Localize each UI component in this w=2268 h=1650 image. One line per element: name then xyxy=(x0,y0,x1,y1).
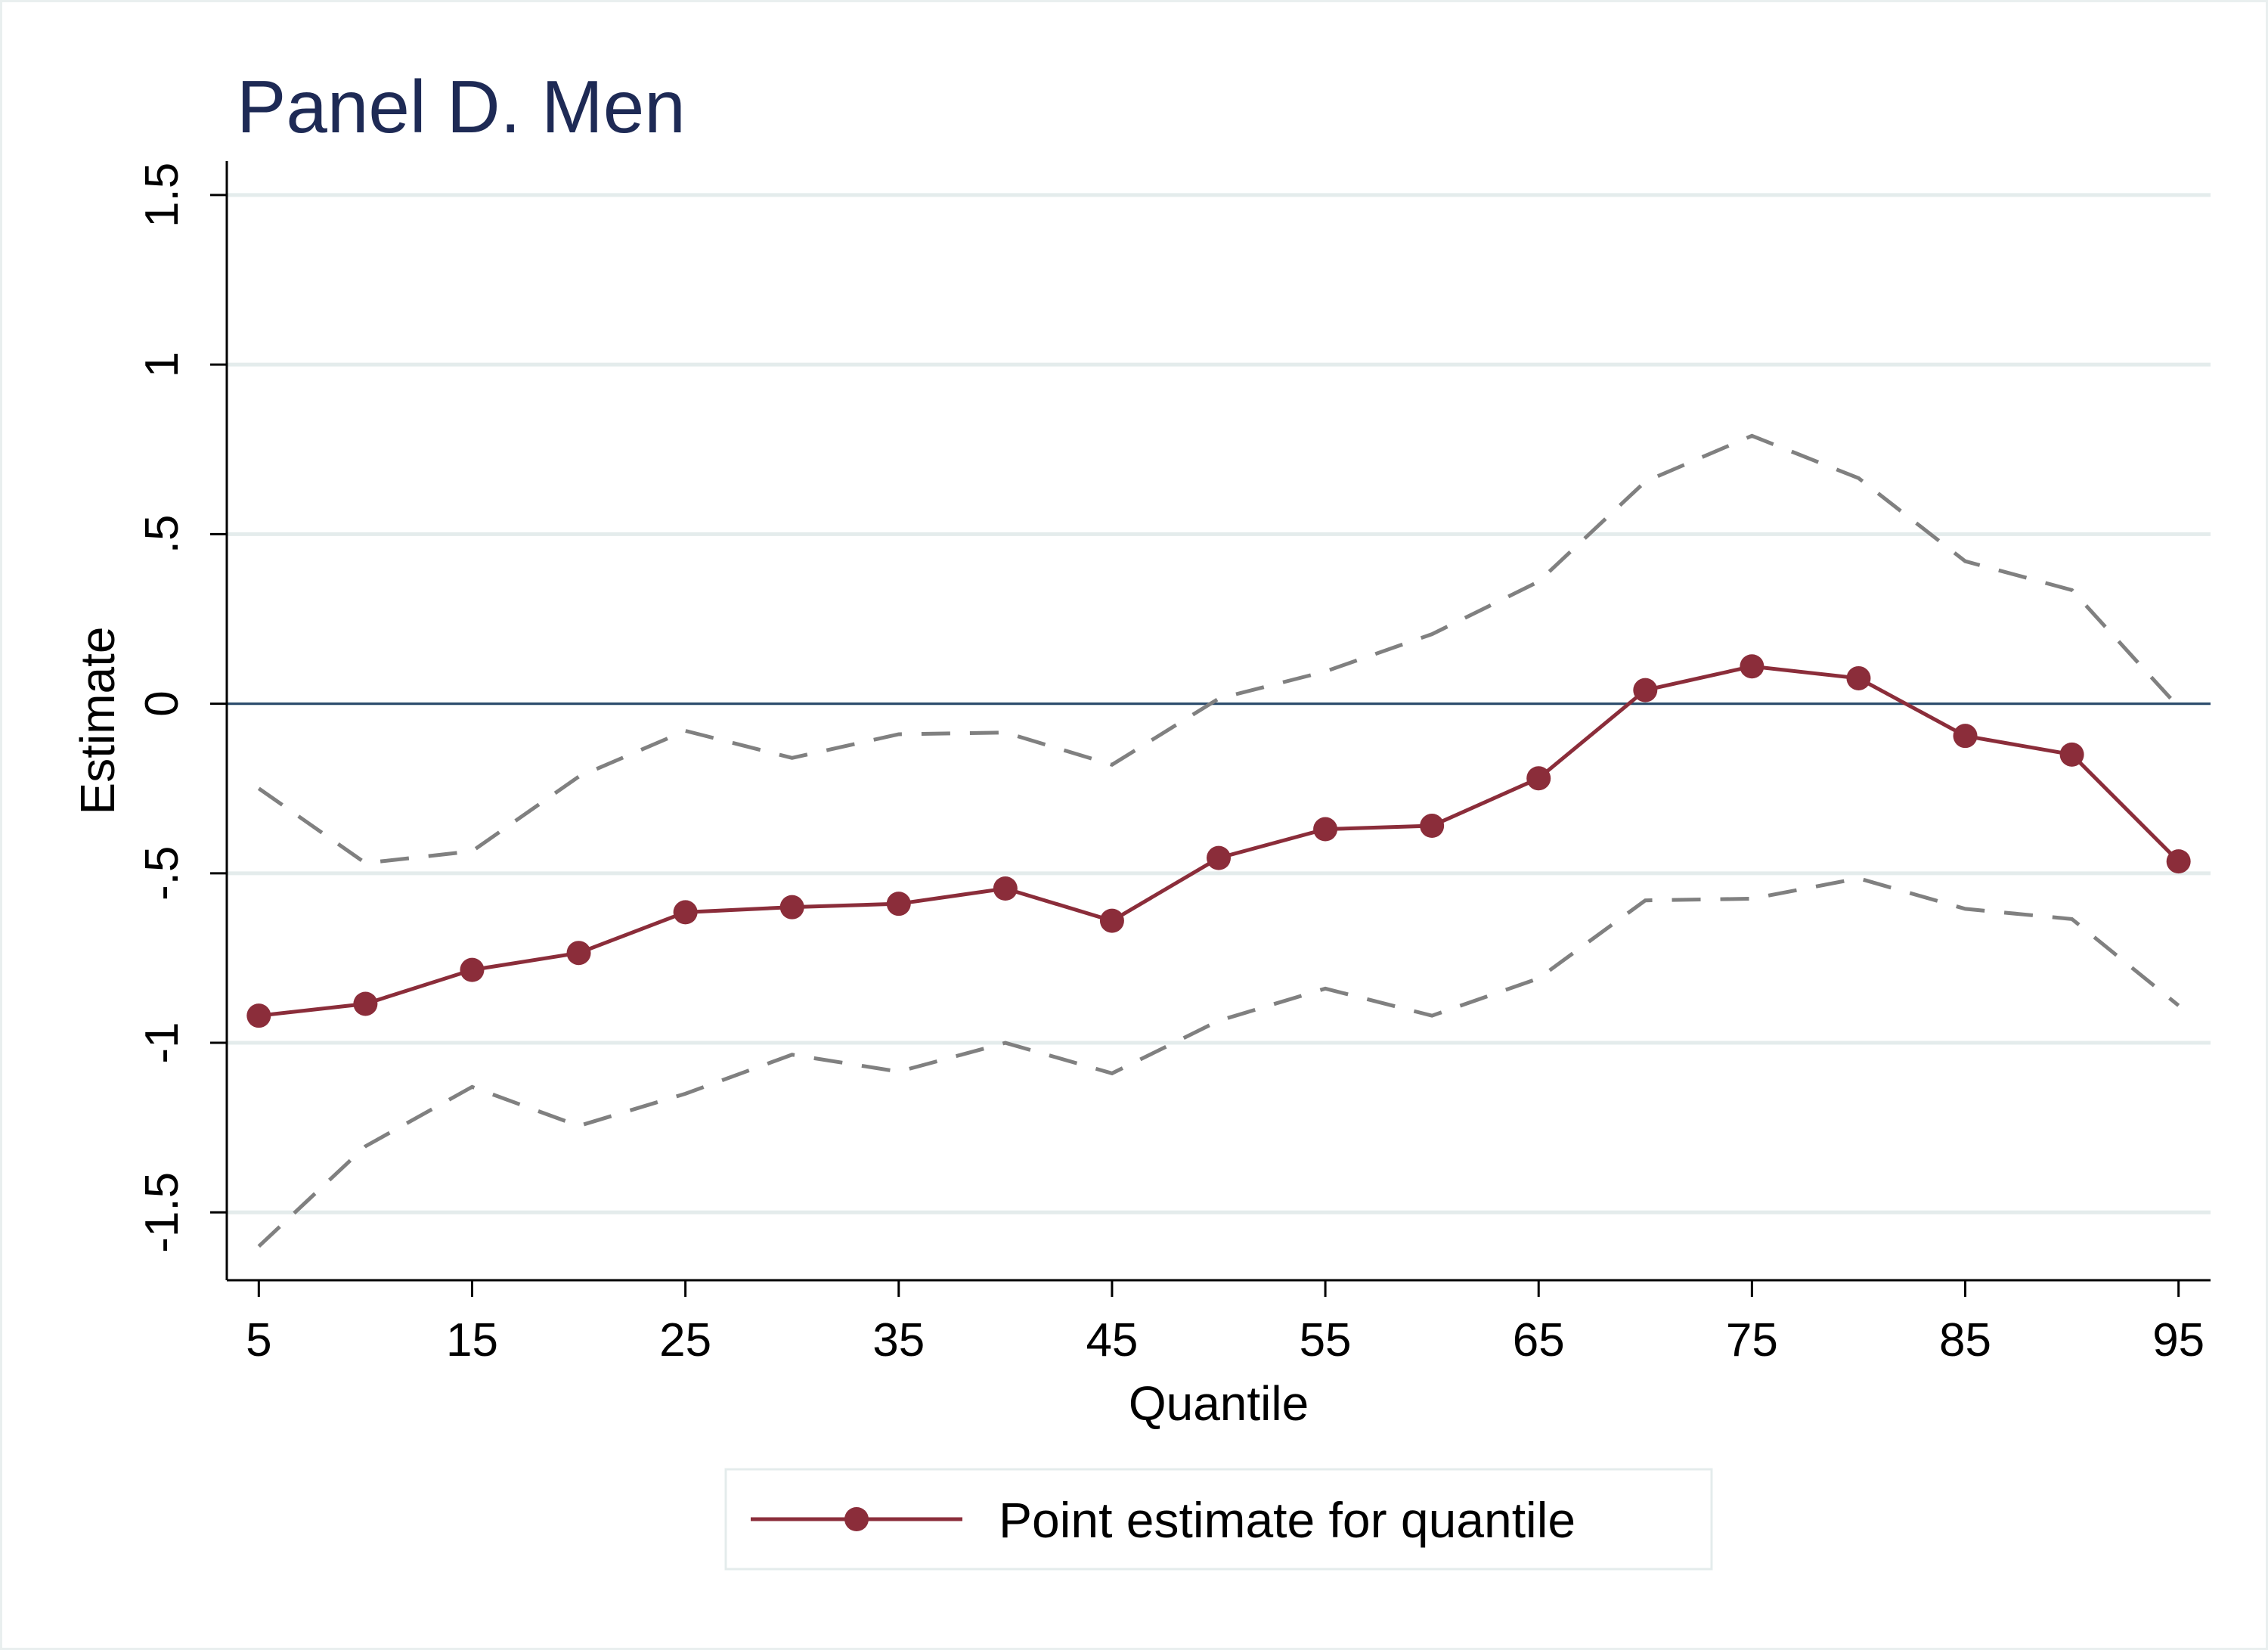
point-estimate-marker xyxy=(673,900,698,925)
axes: -1.5 -1 -.5 0 .5 1 1.5 5 15 25 35 45 55 65 75 85 95 xyxy=(136,161,2211,1366)
x-tick-label: 65 xyxy=(1513,1314,1565,1366)
point-estimate-marker xyxy=(1526,766,1551,791)
x-tick-label: 25 xyxy=(659,1314,711,1366)
point-estimate-marker xyxy=(1953,724,1978,749)
x-tick-label: 45 xyxy=(1086,1314,1138,1366)
upper-bound-line xyxy=(257,433,2180,865)
point-estimate-marker xyxy=(1633,678,1658,702)
x-tick-label: 55 xyxy=(1300,1314,1352,1366)
point-estimate-marker xyxy=(566,941,591,966)
x-axis-title: Quantile xyxy=(1129,1376,1309,1431)
y-axis-title: Estimate xyxy=(70,627,125,815)
x-tick-label: 5 xyxy=(246,1314,271,1366)
y-tick-label: -.5 xyxy=(136,846,188,901)
point-estimate-marker xyxy=(779,895,804,920)
point-estimate-marker xyxy=(1846,665,1871,690)
y-tick-label: 0 xyxy=(136,690,188,716)
y-tick-label: 1 xyxy=(136,352,188,377)
point-estimate-marker xyxy=(2166,849,2191,874)
point-estimate-marker xyxy=(460,957,485,982)
point-estimate-marker xyxy=(886,892,911,916)
point-estimate-marker xyxy=(1420,814,1445,839)
x-tick-label: 15 xyxy=(446,1314,498,1366)
point-estimate-marker xyxy=(1207,845,1231,870)
point-estimate-marker xyxy=(1740,654,1765,679)
lower-bound-line xyxy=(257,876,2180,1248)
point-estimate-marker xyxy=(2059,742,2084,767)
point-estimate-marker xyxy=(246,1003,271,1028)
y-tick-label: 1.5 xyxy=(136,163,188,228)
y-tick-label: -1.5 xyxy=(136,1172,188,1253)
legend-label: Point estimate for quantile xyxy=(999,1492,1576,1548)
x-tick-label: 75 xyxy=(1726,1314,1778,1366)
y-tick-label: .5 xyxy=(136,514,188,554)
point-estimate-marker xyxy=(993,876,1018,901)
point-estimate-marker xyxy=(353,991,378,1016)
y-tick-label: -1 xyxy=(136,1022,188,1063)
legend: Point estimate for quantile xyxy=(724,1468,1713,1571)
point-estimate-line xyxy=(259,664,2180,1018)
series-layer xyxy=(246,433,2191,1248)
legend-swatch-marker xyxy=(844,1507,869,1531)
chart-title: Panel D. Men xyxy=(237,65,686,148)
x-tick-label: 85 xyxy=(1939,1314,1991,1366)
x-tick-label: 35 xyxy=(872,1314,925,1366)
point-estimate-marker xyxy=(1313,817,1338,842)
point-estimate-marker xyxy=(1099,908,1124,933)
x-tick-label: 95 xyxy=(2152,1314,2204,1366)
